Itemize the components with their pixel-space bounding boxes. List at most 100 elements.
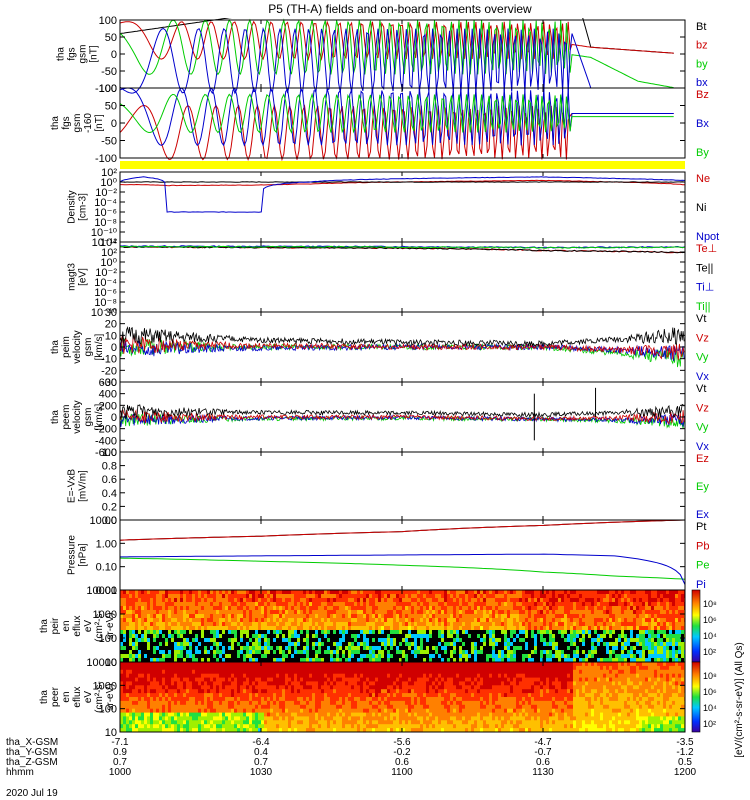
spectrogram-cell bbox=[570, 650, 574, 655]
spectrogram-cell bbox=[498, 614, 502, 619]
spectrogram-cell bbox=[366, 642, 370, 647]
spectrogram-cell bbox=[492, 618, 496, 623]
spectrogram-cell bbox=[336, 638, 340, 643]
spectrogram-cell bbox=[249, 658, 253, 663]
spectrogram-cell bbox=[372, 598, 376, 603]
spectrogram-cell bbox=[255, 622, 259, 627]
spectrogram-cell bbox=[600, 618, 604, 623]
spectrogram-cell bbox=[471, 638, 475, 643]
spectrogram-cell bbox=[153, 681, 157, 686]
spectrogram-cell bbox=[234, 673, 238, 678]
spectrogram-cell bbox=[477, 594, 481, 599]
spectrogram-cell bbox=[270, 606, 274, 611]
spectrogram-cell bbox=[168, 634, 172, 639]
spectrogram-cell bbox=[429, 634, 433, 639]
spectrogram-cell bbox=[372, 697, 376, 702]
spectrogram-cell bbox=[636, 642, 640, 647]
spectrogram-cell bbox=[441, 638, 445, 643]
spectrogram-cell bbox=[165, 728, 169, 733]
spectrogram-cell bbox=[231, 618, 235, 623]
spectrogram-cell bbox=[669, 658, 673, 663]
spectrogram-cell bbox=[309, 689, 313, 694]
spectrogram-cell bbox=[639, 626, 643, 631]
spectrogram-cell bbox=[168, 697, 172, 702]
spectrogram-cell bbox=[183, 716, 187, 721]
spectrogram-cell bbox=[393, 654, 397, 659]
spectrogram-cell bbox=[603, 590, 607, 595]
spectrogram-cell bbox=[318, 716, 322, 721]
spectrogram-cell bbox=[189, 630, 193, 635]
spectrogram-cell bbox=[603, 634, 607, 639]
spectrogram-cell bbox=[378, 598, 382, 603]
spectrogram-cell bbox=[120, 618, 124, 623]
spectrogram-cell bbox=[354, 697, 358, 702]
spectrogram-cell bbox=[147, 716, 151, 721]
spectrogram-cell bbox=[405, 630, 409, 635]
spectrogram-cell bbox=[129, 728, 133, 733]
spectrogram-cell bbox=[144, 716, 148, 721]
spectrogram-cell bbox=[174, 673, 178, 678]
spectrogram-cell bbox=[480, 594, 484, 599]
spectrogram-cell bbox=[264, 685, 268, 690]
spectrogram-cell bbox=[678, 630, 682, 635]
spectrogram-cell bbox=[585, 610, 589, 615]
spectrogram-cell bbox=[222, 704, 226, 710]
spectrogram-cell bbox=[684, 614, 685, 619]
spectrogram-cell bbox=[159, 630, 163, 635]
spectrogram-cell bbox=[171, 700, 175, 706]
spectrogram-cell bbox=[312, 658, 316, 663]
spectrogram-cell bbox=[288, 590, 292, 595]
spectrogram-cell bbox=[549, 630, 553, 635]
spectrogram-cell bbox=[372, 658, 376, 663]
spectrogram-cell bbox=[318, 618, 322, 623]
spectrogram-cell bbox=[366, 728, 370, 733]
spectrogram-cell bbox=[618, 602, 622, 607]
spectrogram-cell bbox=[564, 630, 568, 635]
spectrogram-cell bbox=[318, 654, 322, 659]
spectrogram-cell bbox=[204, 700, 208, 706]
spectrogram-cell bbox=[195, 720, 199, 725]
spectrogram-cell bbox=[213, 646, 217, 651]
spectrogram-cell bbox=[201, 708, 205, 713]
spectrogram-cell bbox=[546, 606, 550, 611]
spectrogram-cell bbox=[681, 618, 685, 623]
spectrogram-cell bbox=[438, 618, 442, 623]
spectrogram-cell bbox=[522, 654, 526, 659]
spectrogram-cell bbox=[144, 654, 148, 659]
spectrogram-cell bbox=[204, 622, 208, 627]
spectrogram-cell bbox=[258, 700, 262, 706]
spectrogram-cell bbox=[129, 697, 133, 702]
spectrogram-cell bbox=[228, 618, 232, 623]
spectrogram-cell bbox=[534, 594, 538, 599]
spectrogram-cell bbox=[435, 606, 439, 611]
spectrogram-cell bbox=[354, 598, 358, 603]
spectrogram-cell bbox=[327, 634, 331, 639]
spectrogram-cell bbox=[249, 689, 253, 694]
spectrogram-cell bbox=[537, 598, 541, 603]
spectrogram-cell bbox=[249, 712, 253, 717]
spectrogram-cell bbox=[168, 614, 172, 619]
spectrogram-cell bbox=[147, 708, 151, 713]
spectrogram-cell bbox=[381, 598, 385, 603]
spectrogram-cell bbox=[156, 689, 160, 694]
spectrogram-cell bbox=[336, 606, 340, 611]
spectrogram-cell bbox=[360, 606, 364, 611]
spectrogram-cell bbox=[291, 630, 295, 635]
spectrogram-cell bbox=[360, 712, 364, 717]
spectrogram-cell bbox=[501, 618, 505, 623]
spectrogram-cell bbox=[201, 650, 205, 655]
spectrogram-cell bbox=[384, 646, 388, 651]
spectrogram-cell bbox=[249, 669, 253, 675]
spectrogram-cell bbox=[414, 598, 418, 603]
spectrogram-cell bbox=[225, 720, 229, 725]
spectrogram-cell bbox=[585, 598, 589, 603]
spectrogram-cell bbox=[369, 728, 373, 733]
spectrogram-cell bbox=[228, 728, 232, 733]
spectrogram-cell bbox=[333, 658, 337, 663]
spectrogram-cell bbox=[318, 681, 322, 686]
spectrogram-cell bbox=[351, 665, 355, 671]
spectrogram-cell bbox=[393, 626, 397, 631]
spectrogram-cell bbox=[204, 650, 208, 655]
spectrogram-cell bbox=[180, 646, 184, 651]
spectrogram-cell bbox=[201, 626, 205, 631]
